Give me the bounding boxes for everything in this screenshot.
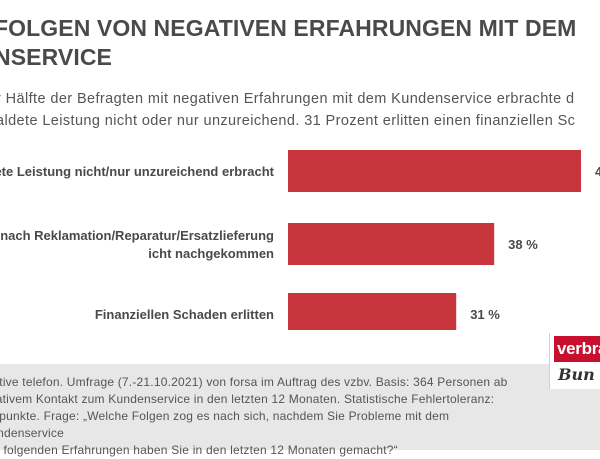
vzbv-logo: verbrau Bun xyxy=(549,333,600,389)
category-label-2: nach Reklamation/Reparatur/Ersatzlieferu… xyxy=(0,228,274,261)
bar-chart: ete Leistung nicht/nur unzureichend erbr… xyxy=(0,150,600,330)
chart-subtitle: r Hälfte der Befragten mit negativen Erf… xyxy=(0,91,576,129)
logo-wordmark: verbrau xyxy=(554,336,600,362)
footer-panel: ntative telefon. Umfrage (7.-21.10.2021)… xyxy=(0,364,600,457)
bar-1 xyxy=(288,150,581,192)
bar-2 xyxy=(288,223,495,265)
source-footnote: ntative telefon. Umfrage (7.-21.10.2021)… xyxy=(0,375,508,457)
category-label-3: Finanziellen Schaden erlitten xyxy=(95,307,274,322)
value-label-3: 31 % xyxy=(470,307,500,322)
category-label-1: ete Leistung nicht/nur unzureichend erbr… xyxy=(0,164,275,179)
chart-title: FOLGEN VON NEGATIVEN ERFAHRUNGEN MIT DEM… xyxy=(0,15,577,70)
logo-subline: Bun xyxy=(558,365,595,384)
bar-3 xyxy=(288,293,457,330)
value-label-1: 4 xyxy=(595,164,600,179)
value-label-2: 38 % xyxy=(508,237,538,252)
